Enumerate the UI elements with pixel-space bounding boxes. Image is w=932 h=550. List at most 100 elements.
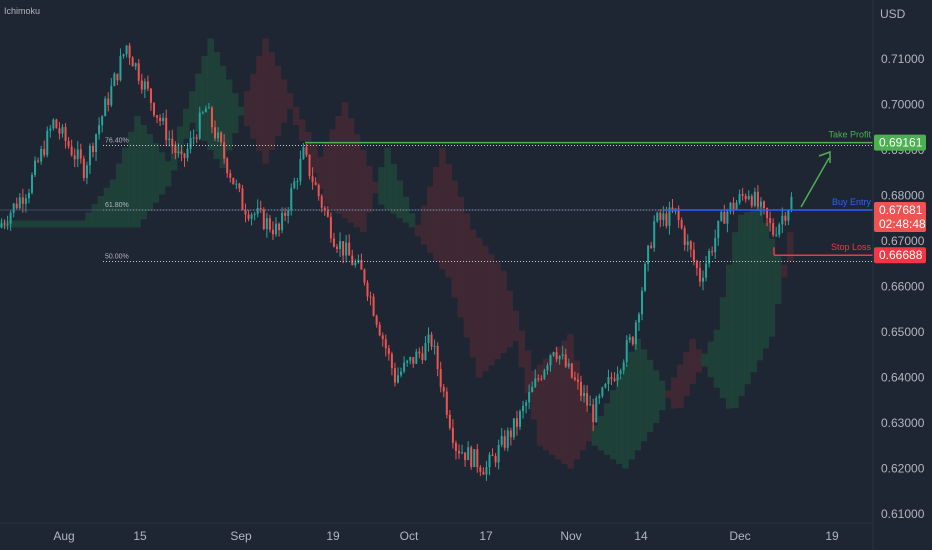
cloud-segment [567, 334, 574, 469]
candle-body [415, 351, 418, 364]
time-tick-label: 15 [133, 529, 147, 543]
candle-body [540, 378, 543, 380]
candle-body [622, 362, 625, 371]
cloud-segment [451, 180, 458, 298]
cloud-segment [445, 164, 452, 278]
cloud-segment [646, 359, 654, 433]
cloud-segment [6, 220, 13, 228]
cloud-segment [286, 93, 294, 110]
candle-body [31, 174, 33, 193]
candle-body [247, 214, 250, 219]
candle-body [223, 142, 226, 159]
candle-body [705, 263, 708, 278]
indicator-label[interactable]: Ichimoku [4, 6, 40, 16]
candle-body [49, 128, 52, 131]
cloud-segment [463, 213, 471, 338]
candle-body [314, 182, 317, 185]
cloud-segment [585, 412, 593, 442]
candle-body [759, 201, 762, 207]
candle-body [656, 212, 659, 222]
candle-body [149, 88, 152, 103]
candle-body [284, 212, 287, 216]
candle-body [122, 54, 125, 57]
cloud-segment [536, 364, 544, 446]
cloud-segment [164, 161, 172, 187]
candle-body [729, 202, 732, 212]
candle-body [509, 430, 512, 438]
candle-body [207, 107, 210, 109]
candle-body [390, 353, 393, 369]
candle-body [711, 251, 714, 253]
candle-body [275, 223, 277, 235]
cloud-segment [341, 102, 349, 219]
cloud-segment [170, 143, 178, 171]
candle-body [101, 116, 104, 126]
candle-body [436, 345, 439, 370]
candle-body [345, 242, 348, 256]
candle-body [95, 134, 98, 152]
candle-body [781, 215, 784, 225]
fib-level-label: 50.00% [105, 253, 129, 260]
candle-body [497, 445, 500, 463]
candle-body [110, 85, 113, 106]
candle-body [12, 203, 15, 213]
candle-body [561, 354, 564, 356]
candle-body [259, 208, 262, 210]
candle-body [637, 314, 640, 323]
candle-body [610, 377, 613, 379]
candle-body [107, 98, 110, 106]
cloud-segment [54, 220, 62, 228]
candle-body [451, 427, 454, 443]
cloud-segment [73, 220, 80, 228]
candle-body [525, 402, 528, 406]
cloud-segment [317, 156, 324, 189]
candle-body [644, 263, 647, 291]
candle-body [766, 208, 769, 219]
cloud-segment [420, 205, 428, 245]
candle-body [631, 337, 634, 345]
cloud-segment [244, 91, 251, 127]
cloud-segment [274, 65, 282, 137]
candle-body [625, 340, 628, 363]
candle-body [15, 203, 18, 209]
cloud-segment [719, 297, 727, 399]
cloud-segment [774, 254, 782, 305]
cloud-segment [305, 131, 312, 157]
cloud-segment [579, 386, 587, 451]
candle-body [692, 249, 695, 262]
time-tick-label: Oct [400, 529, 419, 543]
candle-body [512, 418, 515, 438]
cloud-segment [725, 264, 733, 409]
candle-body [558, 355, 561, 360]
candle-body [323, 207, 326, 211]
candle-body [186, 148, 189, 159]
candle-body [439, 369, 442, 388]
cloud-segment [414, 225, 422, 237]
cloud-segment [622, 364, 629, 469]
trade-levels: 76.40% 61.80% 50.00% Buy Entry Take Profit St… [0, 130, 873, 262]
candle-body [531, 386, 534, 393]
candle-body [214, 127, 216, 139]
candle-body [265, 218, 268, 229]
candle-body [177, 151, 180, 153]
price-tick-label: 0.61000 [881, 507, 925, 521]
cloud-segment [79, 220, 86, 228]
candle-body [250, 214, 253, 219]
candle-body [470, 447, 473, 467]
candle-body [165, 117, 168, 141]
candle-body [305, 147, 308, 155]
candle-body [159, 117, 162, 122]
cloud-segment [597, 416, 605, 451]
cloud-segment [439, 147, 446, 270]
cloud-segment [457, 196, 465, 318]
cloud-segment [555, 346, 562, 460]
candle-body [137, 63, 140, 81]
candle-body [256, 208, 259, 214]
cloud-segment [713, 329, 721, 388]
time-tick-label: Dec [729, 529, 750, 543]
time-axis[interactable]: Aug 15 Sep 19 Oct 17 Nov 14 Dec 19 [53, 529, 839, 543]
cloud-segment [664, 390, 672, 399]
cloud-segment [67, 220, 74, 228]
price-tick-label: 0.63000 [881, 416, 925, 430]
